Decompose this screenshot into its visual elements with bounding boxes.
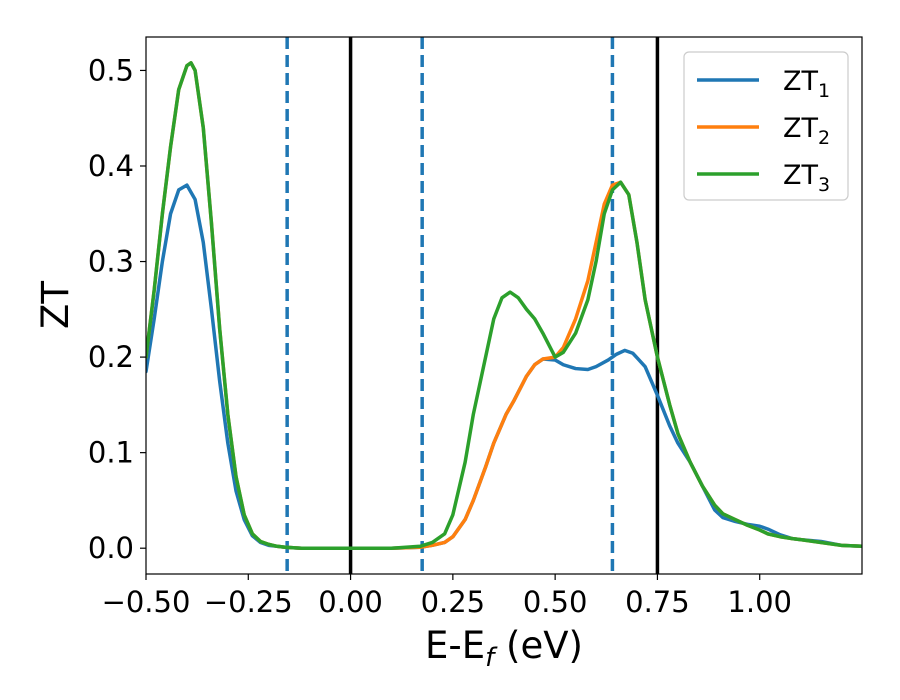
y-axis-label: ZT [34,281,77,329]
x-tick-label: 0.25 [421,585,486,619]
x-tick-label: −0.25 [204,585,293,619]
legend-label-zt1: ZT1 [783,66,830,102]
legend-label-zt3: ZT3 [783,160,830,196]
y-tick-label: 0.2 [88,340,134,374]
y-tick-label: 0.4 [88,149,134,183]
x-axis-label: E-Ef (eV) [425,624,583,673]
x-tick-label: 0.50 [523,585,588,619]
legend: ZT1 ZT2 ZT3 [683,51,849,201]
series-line-zt3 [146,61,862,550]
x-tick-label: 1.00 [727,585,792,619]
y-tick-label: 0.5 [88,53,134,87]
legend-box [683,51,849,201]
legend-label-zt2: ZT2 [783,113,830,149]
x-tick-label: 0.00 [318,585,383,619]
series-line-zt1 [146,183,862,550]
y-tick-label: 0.0 [88,531,134,565]
x-tick-label: 0.75 [625,585,690,619]
plot-frame [145,36,863,575]
y-tick-label: 0.1 [88,436,134,470]
y-tick-label: 0.3 [88,245,134,279]
x-tick-label: −0.50 [102,585,191,619]
